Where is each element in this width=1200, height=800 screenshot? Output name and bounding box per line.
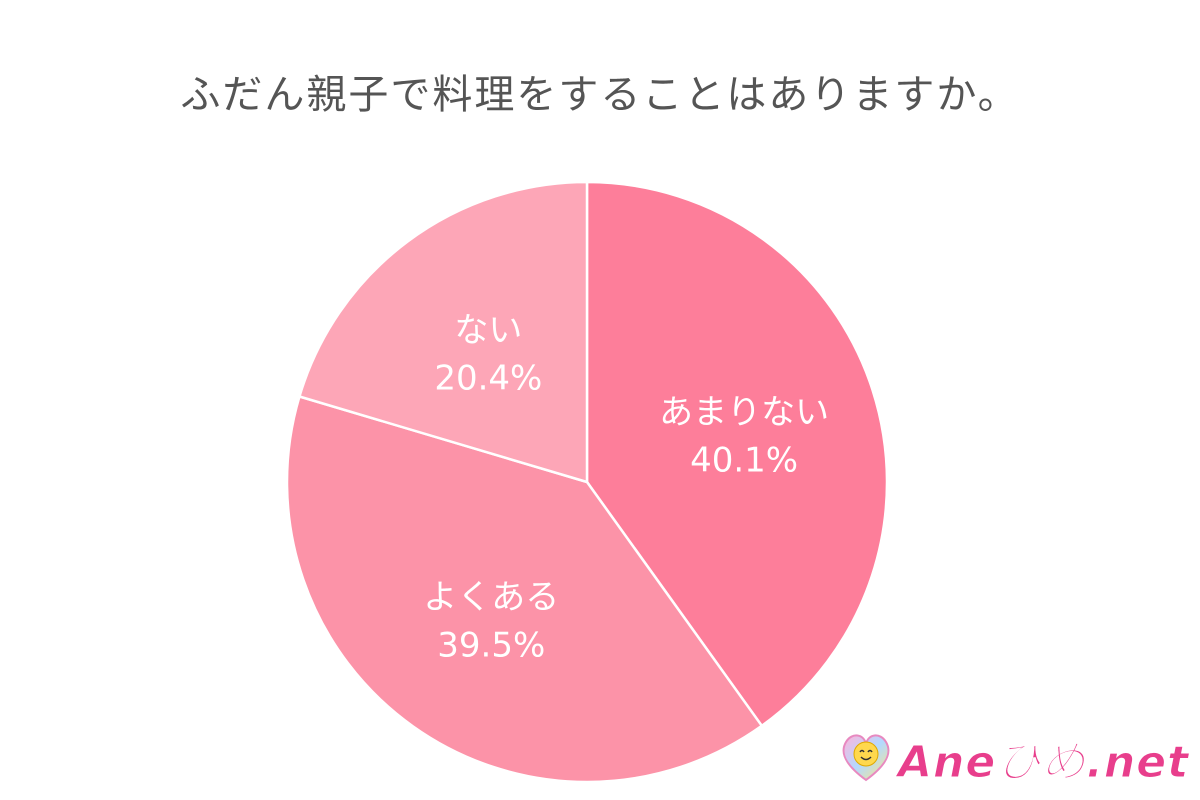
slice-value-label: 20.4%: [434, 359, 542, 399]
slice-category-label: よくある: [423, 577, 559, 617]
site-logo[interactable]: Aneひめ.net: [838, 722, 1190, 789]
slice-category-label: あまりない: [659, 393, 829, 433]
slice-value-label: 40.1%: [690, 441, 798, 481]
heart-face-icon: [842, 734, 890, 782]
pie-slice-1: [585, 180, 889, 728]
slice-category-label: ない: [454, 311, 522, 351]
logo-text: Aneひめ.net: [897, 737, 1190, 789]
chart-title: ふだん親子で料理をすることはありますか。: [180, 72, 1020, 118]
pie-slice-2: [285, 394, 764, 784]
pie-slice-3: [297, 180, 589, 484]
slice-value-label: 39.5%: [437, 625, 545, 665]
